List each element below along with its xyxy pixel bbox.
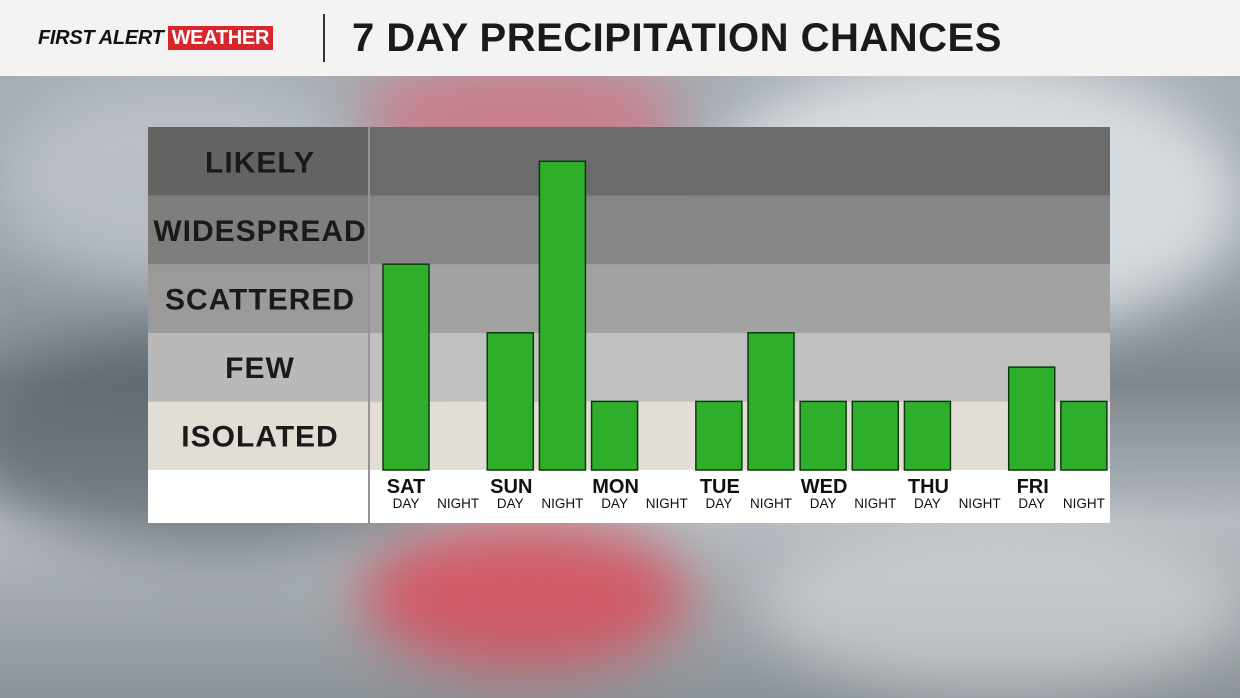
x-period-label: NIGHT (1063, 496, 1105, 511)
x-period-label: NIGHT (854, 496, 896, 511)
level-label-few: FEW (225, 352, 295, 385)
x-period-label: DAY (393, 496, 420, 511)
x-day-label-tue: TUE (700, 476, 740, 498)
band-scattered (370, 264, 1110, 333)
x-period-label: NIGHT (646, 496, 688, 511)
page-title: 7 DAY PRECIPITATION CHANCES (352, 16, 1002, 60)
background-blur-red (360, 520, 690, 670)
bar-wed-day (799, 400, 847, 471)
bar-sun-day (486, 332, 535, 471)
band-widespread (370, 195, 1110, 265)
x-period-label: DAY (705, 496, 732, 511)
x-axis-background (148, 470, 1110, 523)
first-alert-weather-logo: FIRST ALERT WEATHER (38, 26, 274, 50)
x-day-label-fri: FRI (1017, 476, 1049, 498)
bar-tue-night (747, 332, 795, 471)
band-label-bg-few (148, 332, 368, 402)
level-label-isolated: ISOLATED (181, 421, 338, 454)
x-day-label-wed: WED (801, 476, 848, 498)
bar-thu-day (903, 400, 952, 471)
background-blur-light (760, 520, 1240, 690)
band-few (370, 332, 1110, 402)
x-period-label: DAY (1018, 496, 1045, 511)
x-period-label: DAY (497, 496, 524, 511)
bar-wed-night (851, 400, 900, 471)
level-label-widespread: WIDESPREAD (153, 215, 366, 248)
header-divider (323, 14, 325, 62)
x-day-label-sun: SUN (490, 476, 532, 498)
bar-fri-night (1060, 400, 1108, 471)
x-day-label-mon: MON (592, 476, 639, 498)
x-period-label: NIGHT (437, 496, 479, 511)
logo-weather: WEATHER (167, 26, 274, 50)
x-day-label-sat: SAT (387, 476, 426, 498)
level-label-scattered: SCATTERED (165, 284, 355, 317)
band-label-bg-widespread (148, 195, 368, 265)
band-label-bg-scattered (148, 264, 368, 333)
x-period-label: DAY (914, 496, 941, 511)
x-period-label: DAY (810, 496, 837, 511)
x-day-label-thu: THU (908, 476, 949, 498)
band-likely (370, 127, 1110, 196)
label-separator (368, 127, 370, 523)
x-period-label: NIGHT (959, 496, 1001, 511)
x-period-label: NIGHT (541, 496, 583, 511)
precipitation-chart: ISOLATED FEW SCATTERED WIDESPREAD LIKELY DAY S… (148, 127, 1110, 523)
x-period-label: DAY (601, 496, 628, 511)
precipitation-chart-svg: ISOLATEDFEWSCATTEREDWIDESPREADLIKELYDAYS… (148, 127, 1110, 523)
level-label-likely: LIKELY (205, 146, 315, 179)
bar-sun-night (538, 160, 587, 471)
logo-first-alert: FIRST ALERT (38, 26, 164, 49)
x-period-label: NIGHT (750, 496, 792, 511)
header-bar: FIRST ALERT WEATHER 7 DAY PRECIPITATION … (0, 0, 1240, 76)
bar-fri-day (1007, 366, 1056, 471)
band-label-bg-isolated (148, 401, 368, 470)
bar-sat-day (382, 263, 430, 471)
band-label-bg-likely (148, 127, 368, 196)
bar-mon-day (590, 400, 639, 471)
bar-tue-day (695, 400, 743, 471)
